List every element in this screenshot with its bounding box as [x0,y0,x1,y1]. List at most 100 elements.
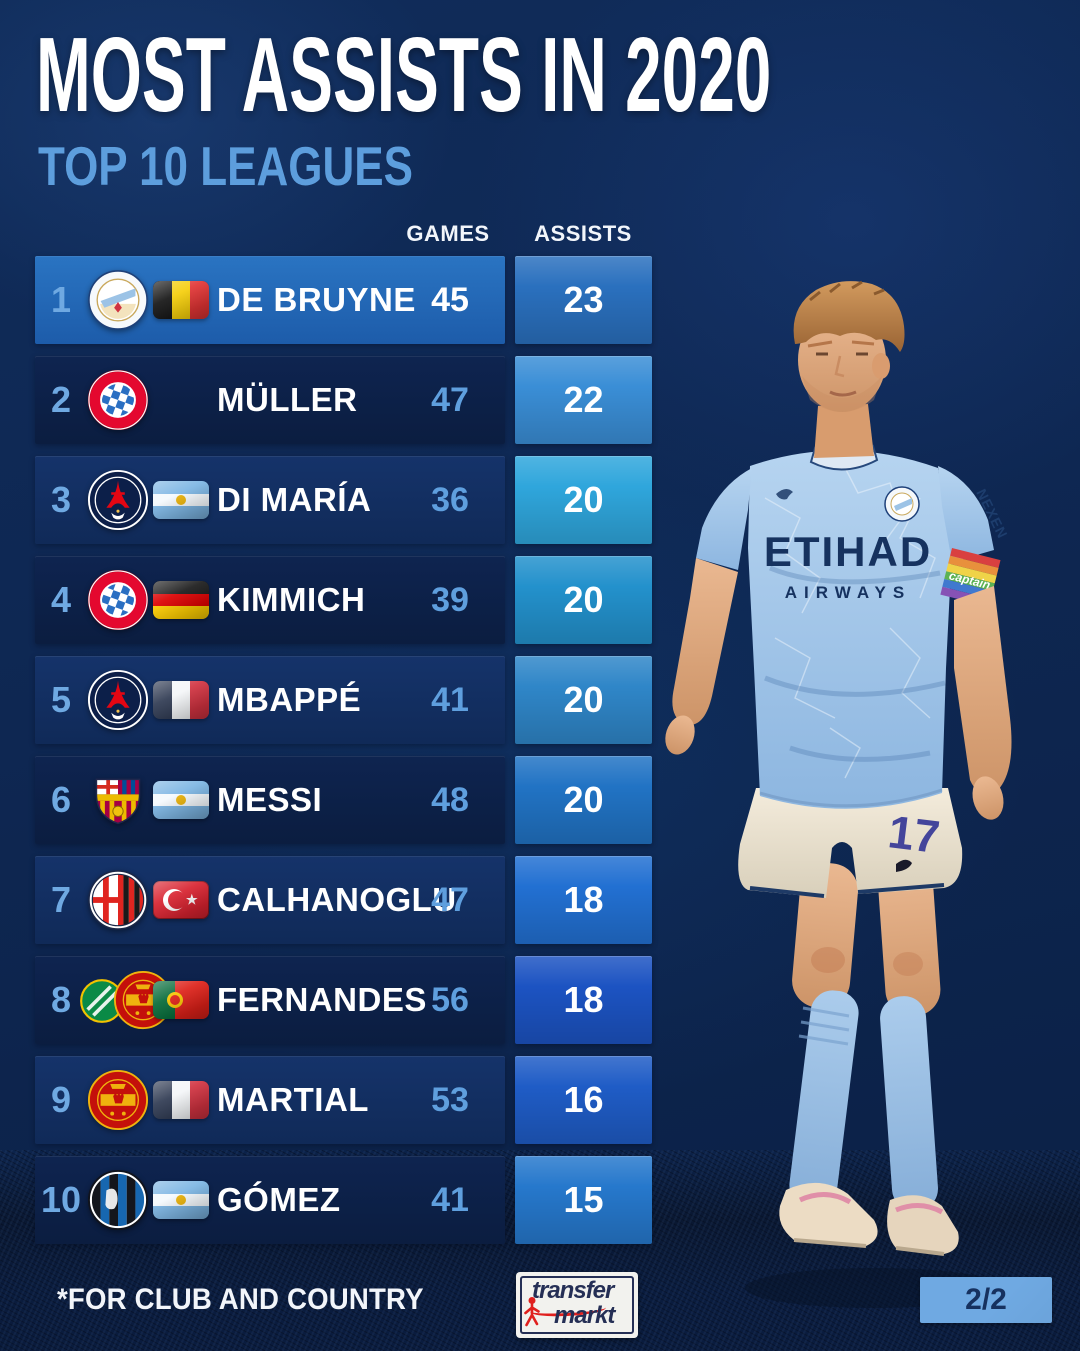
transfermarkt-player-icon [523,1296,541,1333]
argentina-flag-icon [153,781,209,819]
assists-count: 20 [563,779,604,820]
bayern-munich-crest-icon [87,369,149,431]
games-count: 36 [431,481,469,519]
transfermarkt-logo: transfer markt [516,1272,638,1338]
table-row: 6 [35,756,652,844]
brand-line1: transfer [532,1277,614,1304]
manchester-city-crest-icon [87,269,149,331]
games-count: 48 [431,781,469,819]
assists-count: 20 [563,679,604,720]
jersey-sponsor-line1: ETIHAD [764,528,932,575]
assists-count: 20 [563,579,604,620]
rank-number: 7 [50,879,72,920]
games-count: 41 [431,1181,469,1219]
assists-cell: 20 [515,656,652,744]
psg-crest-icon [87,469,149,531]
shorts-number: 17 [885,805,942,863]
germany-flag-icon [153,581,209,619]
rank-number: 6 [50,779,72,820]
page-indicator-badge: 2/2 [920,1277,1052,1323]
games-count: 56 [431,981,469,1019]
footnote: *FOR CLUB AND COUNTRY [57,1283,424,1316]
assists-cell: 20 [515,456,652,544]
table-row: 4 [35,556,652,644]
assists-cell: 18 [515,856,652,944]
assists-count: 18 [563,879,604,920]
rank-number: 2 [50,379,72,420]
assists-count: 15 [563,1179,604,1220]
row-bar: 5 MBAPPÉ 41 [35,656,505,744]
assists-cell: 20 [515,556,652,644]
rank-number: 5 [50,679,72,720]
assists-cell: 22 [515,356,652,444]
bayern-munich-crest-icon [87,569,149,631]
barcelona-crest-icon [87,769,149,831]
games-count: 53 [431,1081,469,1119]
jersey-sponsor-line2: AIRWAYS [785,583,911,602]
rank-number: 3 [50,479,72,520]
row-bar: 4 [35,556,505,644]
row-bar: 8 [35,956,505,1044]
row-bar: 6 [35,756,505,844]
rank-number: 10 [40,1179,82,1220]
rank-number: 9 [50,1079,72,1120]
page-subtitle: TOP 10 LEAGUES [38,135,413,197]
row-bar: 3 DI MARÍA 36 [35,456,505,544]
assists-cell: 16 [515,1056,652,1144]
assists-count: 18 [563,979,604,1020]
row-bar: 10 [35,1156,505,1244]
brand-line2: markt [554,1302,615,1329]
player-name: KIMMICH [217,581,366,618]
assists-count: 20 [563,479,604,520]
belgium-flag-icon [153,281,209,319]
row-bar: 2 [35,356,505,444]
player-photo: 17 ETIHAD AIRWAYS [590,248,1080,1351]
rank-number: 4 [50,579,72,620]
table-row: 10 [35,1156,652,1244]
player-name: CALHANOGLU [217,881,457,918]
portugal-flag-icon [153,981,209,1019]
assists-count: 16 [563,1079,604,1120]
player-name: MBAPPÉ [217,681,362,718]
table-row: 5 MBAPPÉ 41 [35,656,652,744]
table-row: 7 [35,856,652,944]
assists-cell: 20 [515,756,652,844]
row-bar: 1 DE BRUYNE 45 [35,256,505,344]
atalanta-crest-icon [87,1169,149,1231]
player-name: MARTIAL [217,1081,369,1118]
assists-cell: 23 [515,256,652,344]
argentina-flag-icon [153,481,209,519]
games-count: 41 [431,681,469,719]
page-title: MOST ASSISTS IN 2020 [36,16,772,134]
assists-cell: 18 [515,956,652,1044]
ac-milan-crest-icon [87,869,149,931]
table-row: 2 [35,356,652,444]
assists-count: 23 [563,279,604,320]
games-count: 39 [431,581,469,619]
games-count: 45 [431,281,469,319]
player-name: DI MARÍA [217,481,372,518]
logo-text: transfer markt [516,1278,638,1328]
france-flag-icon [153,681,209,719]
row-bar: 9 MARTIAL 53 [35,1056,505,1144]
player-name: DE BRUYNE [217,281,416,318]
player-name: MESSI [217,781,323,818]
table-row: 8 [35,956,652,1044]
assists-count: 22 [563,379,604,420]
row-bar: 7 [35,856,505,944]
games-count: 47 [431,881,469,919]
argentina-flag-icon [153,1181,209,1219]
flag-placeholder [153,381,209,419]
player-name: GÓMEZ [217,1181,341,1218]
france-flag-icon [153,1081,209,1119]
rank-number: 8 [50,979,72,1020]
table-row: 1 DE BRUYNE 45 [35,256,652,344]
assists-cell: 15 [515,1156,652,1244]
column-header-assists: ASSISTS [534,221,632,246]
player-name: MÜLLER [217,381,358,418]
column-header-games: GAMES [406,221,490,246]
table-row: 3 DI MARÍA 36 [35,456,652,544]
turkey-flag-icon: ★ [153,881,209,919]
rank-number: 1 [50,279,72,320]
sporting-cp-crest-icon [79,978,125,1029]
